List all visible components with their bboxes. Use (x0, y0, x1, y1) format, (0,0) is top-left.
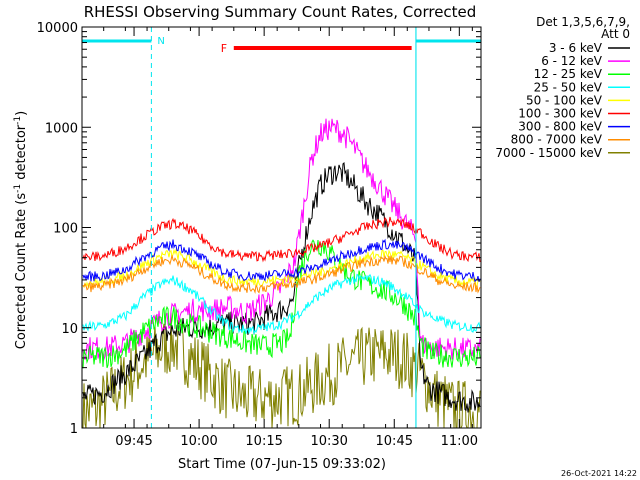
interval-marks: NF (82, 27, 481, 428)
x-tick-label: 11:00 (441, 434, 478, 449)
x-tick-label: 10:30 (310, 434, 347, 449)
series-line-0 (82, 161, 481, 413)
x-tick-label: 10:00 (180, 434, 217, 449)
data-traces (82, 118, 481, 429)
x-tick-label: 10:45 (376, 434, 413, 449)
x-tick-label: 10:15 (245, 434, 282, 449)
legend-entry-label: 6 - 12 keV (541, 54, 603, 68)
legend-entry-label: 3 - 6 keV (549, 41, 603, 55)
y-tick-label: 10 (61, 322, 78, 337)
series-line-6 (82, 238, 481, 283)
legend-entry-label: 25 - 50 keV (534, 80, 603, 94)
x-tick-label: 09:45 (115, 434, 152, 449)
legend-entry-label: 7000 - 15000 keV (495, 146, 602, 160)
chart-title: RHESSI Observing Summary Count Rates, Co… (84, 3, 477, 21)
legend-entry-label: 50 - 100 keV (526, 93, 603, 107)
legend-entry-label: 800 - 7000 keV (511, 133, 603, 147)
series-line-1 (82, 118, 481, 361)
y-axis-label: Corrected Count Rate (s-1 detector-1) (13, 111, 29, 349)
y-tick-label: 10000 (37, 21, 78, 36)
series-line-3 (82, 273, 481, 336)
flare-label: F (221, 42, 227, 55)
x-axis-ticks: 09:45 10:00 10:15 10:30 10:45 11:00 (81, 27, 478, 449)
y-tick-label: 1000 (45, 121, 78, 136)
series-line-4 (82, 248, 481, 289)
night-label: N (157, 36, 164, 47)
legend-detectors: Det 1,3,5,6,7,9, (536, 15, 630, 29)
legend-attenuator: Att 0 (601, 27, 630, 41)
y-tick-label: 100 (53, 222, 78, 237)
legend-entry-label: 300 - 800 keV (518, 120, 602, 134)
y-tick-label: 1 (70, 422, 78, 437)
series-line-7 (82, 254, 481, 294)
series-line-5 (82, 216, 481, 263)
y-axis-ticks: 1 10 100 1000 10000 (37, 21, 481, 437)
x-axis-label: Start Time (07-Jun-15 09:33:02) (178, 457, 386, 472)
series-line-2 (82, 239, 481, 369)
legend-entry-label: 12 - 25 keV (534, 67, 603, 81)
legend-entry-label: 100 - 300 keV (518, 107, 602, 121)
footer-date: 26-Oct-2021 14:22 (561, 469, 637, 478)
